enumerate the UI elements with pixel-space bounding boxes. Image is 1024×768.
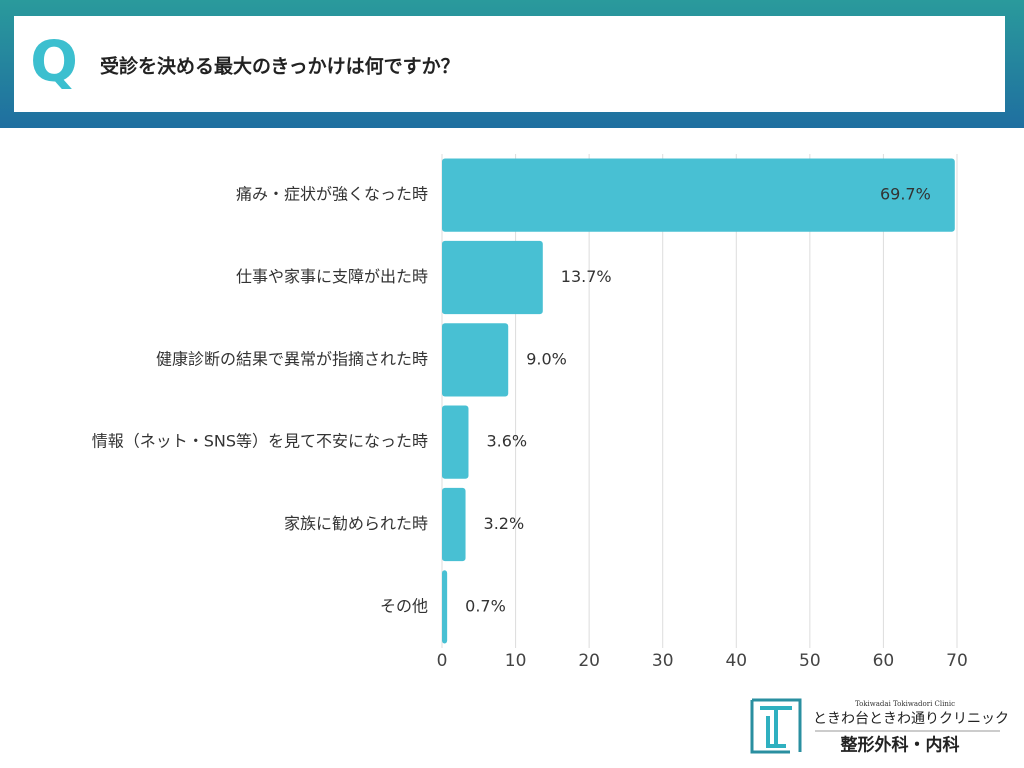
logo: Tokiwadai Tokiwadori Clinic ときわ台ときわ通りクリニ…: [750, 698, 1009, 756]
category-label: 健康診断の結果で異常が指摘された時: [156, 349, 428, 368]
category-label: 家族に勧められた時: [284, 514, 428, 533]
logo-romaji: Tokiwadai Tokiwadori Clinic: [855, 700, 955, 708]
category-label: その他: [380, 596, 428, 615]
x-tick-label: 0: [437, 651, 448, 671]
value-label: 0.7%: [465, 596, 506, 615]
bar: [442, 570, 448, 644]
value-label: 3.6%: [486, 432, 527, 451]
bar: [442, 487, 466, 562]
x-tick-label: 10: [505, 651, 527, 671]
x-tick-label: 20: [578, 651, 600, 671]
logo-frame: [750, 698, 802, 754]
logo-name: ときわ台ときわ通りクリニック: [813, 711, 1009, 727]
x-tick-label: 30: [652, 651, 674, 671]
value-label: 13.7%: [561, 267, 612, 286]
category-label: 情報（ネット・SNS等）を見て不安になった時: [92, 432, 428, 451]
logo-department: 整形外科・内科: [841, 735, 960, 756]
chart-title: 受診を決める最大のきっかけは何ですか？: [100, 55, 460, 78]
category-label: 痛み・症状が強くなった時: [236, 185, 428, 204]
x-tick-label: 50: [799, 651, 821, 671]
plot: 0 10 20 30 40 50 60 70 痛み・症状が強くなった時 69.7% 仕事や家事に支障…: [92, 154, 968, 671]
x-tick-label: 60: [873, 651, 895, 671]
category-label: 仕事や家事に支障が出た時: [236, 267, 428, 286]
value-label: 69.7%: [880, 185, 931, 204]
q-badge: Q: [30, 30, 78, 95]
bar: [442, 405, 469, 479]
value-label: 9.0%: [526, 349, 567, 368]
x-tick-label: 40: [725, 651, 747, 671]
header-box: [14, 16, 1005, 112]
value-label: 3.2%: [484, 514, 525, 533]
bar: [442, 323, 509, 397]
x-tick-label: 70: [946, 651, 968, 671]
logo-mark: [760, 706, 792, 748]
bar: [442, 158, 955, 232]
bar: [442, 240, 543, 315]
